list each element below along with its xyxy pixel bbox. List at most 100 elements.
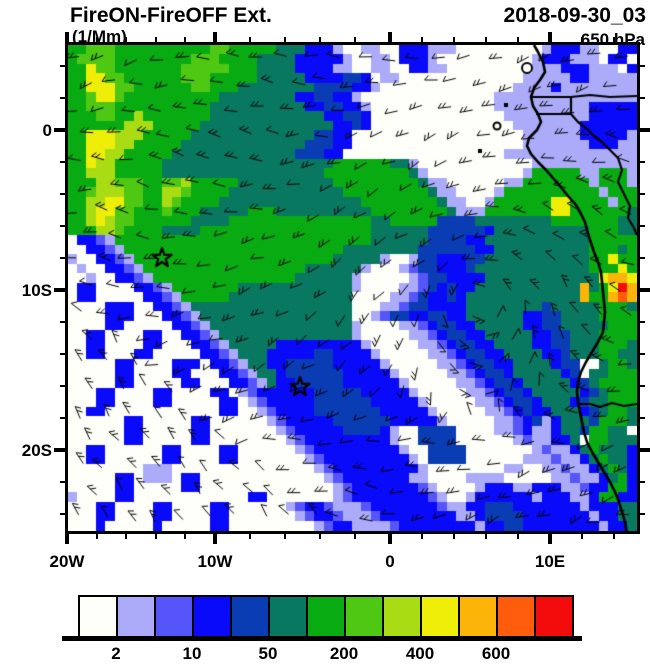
axis-tick (637, 225, 645, 227)
x-axis-label: 20W (49, 552, 85, 571)
axis-tick (581, 531, 583, 539)
x-axis-label: 0 (385, 552, 395, 571)
axis-tick (284, 37, 286, 45)
axis-tick (637, 321, 645, 323)
map-border (65, 42, 640, 534)
axis-tick (453, 37, 455, 45)
axis-tick (96, 37, 98, 45)
x-axis-label: 10E (534, 552, 566, 571)
colorbar-cell (80, 597, 118, 637)
axis-tick (125, 37, 127, 45)
colorbar-tick-label: 10 (182, 644, 202, 663)
axis-tick (637, 193, 645, 195)
axis-tick (354, 37, 356, 45)
axis-tick (421, 37, 423, 45)
y-axis-label: 10S (21, 281, 52, 300)
axis-tick (613, 37, 615, 45)
axis-tick (637, 417, 645, 419)
axis-tick (60, 385, 68, 387)
colorbar-tick-label: 2 (111, 644, 121, 663)
axis-tick (96, 531, 98, 539)
axis-tick (155, 531, 157, 539)
axis-tick (637, 353, 645, 355)
colorbar-cell (346, 597, 384, 637)
y-axis-label: 20S (21, 441, 52, 460)
axis-tick (155, 37, 157, 45)
axis-tick (60, 417, 68, 419)
axis-tick (637, 448, 650, 452)
axis-tick (60, 225, 68, 227)
axis-tick (637, 481, 645, 483)
contour-map-canvas (68, 45, 637, 531)
colorbar-cell (422, 597, 460, 637)
colorbar-cell (384, 597, 422, 637)
colorbar-cell (232, 597, 270, 637)
axis-tick (60, 513, 68, 515)
colorbar-cell (194, 597, 232, 637)
axis-tick (388, 32, 392, 45)
axis-tick (60, 257, 68, 259)
axis-tick (485, 531, 487, 539)
axis-tick (637, 97, 645, 99)
axis-tick (637, 288, 650, 292)
colorbar-cell (156, 597, 194, 637)
axis-tick (184, 37, 186, 45)
colorbar-tick-label: 600 (481, 644, 511, 663)
axis-tick (517, 37, 519, 45)
colorbar-cell (308, 597, 346, 637)
axis-tick (517, 531, 519, 539)
axis-tick (581, 37, 583, 45)
axis-tick (213, 32, 217, 45)
axis-tick (637, 257, 645, 259)
axis-tick (60, 97, 68, 99)
axis-tick (54, 288, 68, 292)
axis-tick (421, 531, 423, 539)
axis-tick (60, 321, 68, 323)
colorbar-tick-label: 400 (405, 644, 435, 663)
colorbar-cell (536, 597, 572, 637)
axis-tick (319, 37, 321, 45)
axis-tick (249, 37, 251, 45)
axis-tick (60, 65, 68, 67)
axis-tick (548, 531, 552, 544)
x-axis-label: 10W (197, 552, 233, 571)
colorbar-cell (118, 597, 156, 637)
axis-tick (613, 531, 615, 539)
axis-tick (65, 531, 69, 544)
axis-tick (249, 531, 251, 539)
axis-tick (637, 513, 645, 515)
axis-tick (453, 531, 455, 539)
axis-tick (284, 531, 286, 539)
axis-tick (637, 385, 645, 387)
colorbar-underline (62, 636, 582, 641)
axis-tick (125, 531, 127, 539)
colorbar-tick-label: 200 (329, 644, 359, 663)
axis-tick (60, 193, 68, 195)
y-axis-label: 0 (42, 121, 52, 140)
axis-tick (60, 161, 68, 163)
axis-tick (60, 353, 68, 355)
colorbar-tick-label: 50 (258, 644, 278, 663)
plot-units: (1/Mm) (72, 27, 127, 46)
axis-tick (54, 128, 68, 132)
axis-tick (637, 128, 650, 132)
colorbar-cell (460, 597, 498, 637)
axis-tick (485, 37, 487, 45)
axis-tick (213, 531, 217, 544)
axis-tick (65, 32, 69, 45)
colorbar (78, 595, 574, 639)
colorbar-cell (270, 597, 308, 637)
axis-tick (637, 65, 645, 67)
axis-tick (60, 481, 68, 483)
plot-title: FireON-FireOFF Ext. (70, 4, 272, 27)
axis-tick (548, 32, 552, 45)
axis-tick (54, 448, 68, 452)
axis-tick (354, 531, 356, 539)
plot-date: 2018-09-30_03 (503, 4, 646, 27)
axis-tick (637, 161, 645, 163)
axis-tick (319, 531, 321, 539)
colorbar-cell (498, 597, 536, 637)
axis-tick (184, 531, 186, 539)
axis-tick (388, 531, 392, 544)
